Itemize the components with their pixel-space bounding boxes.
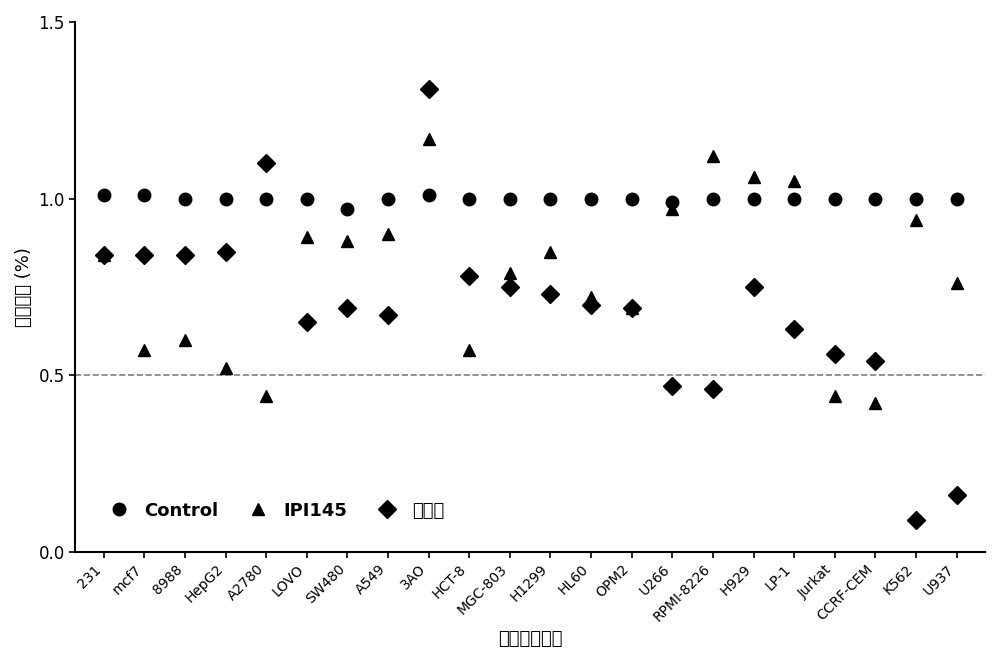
Control bbox=[707, 195, 719, 203]
本发明 bbox=[585, 300, 597, 308]
IPI145 bbox=[260, 392, 272, 400]
Line: Control: Control bbox=[98, 189, 963, 215]
IPI145 bbox=[748, 174, 760, 182]
IPI145 bbox=[341, 237, 353, 245]
本发明 bbox=[666, 382, 678, 390]
本发明 bbox=[220, 247, 232, 255]
IPI145 bbox=[951, 279, 963, 287]
本发明 bbox=[423, 85, 435, 93]
本发明 bbox=[951, 491, 963, 499]
Control bbox=[260, 195, 272, 203]
Control bbox=[788, 195, 800, 203]
IPI145 bbox=[423, 135, 435, 143]
本发明 bbox=[98, 251, 110, 259]
Control bbox=[951, 195, 963, 203]
Line: 本发明: 本发明 bbox=[98, 83, 963, 526]
Control bbox=[585, 195, 597, 203]
IPI145 bbox=[829, 392, 841, 400]
Control bbox=[504, 195, 516, 203]
Control bbox=[341, 205, 353, 213]
本发明 bbox=[463, 272, 475, 280]
Control bbox=[748, 195, 760, 203]
IPI145 bbox=[463, 347, 475, 355]
IPI145 bbox=[626, 304, 638, 312]
IPI145 bbox=[504, 269, 516, 276]
IPI145 bbox=[382, 230, 394, 238]
本发明 bbox=[138, 251, 150, 259]
IPI145 bbox=[98, 251, 110, 259]
本发明 bbox=[707, 385, 719, 393]
IPI145 bbox=[788, 177, 800, 185]
IPI145 bbox=[138, 347, 150, 355]
IPI145 bbox=[910, 215, 922, 223]
本发明 bbox=[748, 283, 760, 291]
IPI145 bbox=[544, 247, 556, 255]
本发明 bbox=[869, 357, 881, 365]
Y-axis label: 细胞活率 (%): 细胞活率 (%) bbox=[15, 247, 33, 327]
IPI145 bbox=[301, 233, 313, 241]
本发明 bbox=[910, 516, 922, 524]
本发明 bbox=[626, 304, 638, 312]
Control bbox=[423, 191, 435, 199]
Control bbox=[301, 195, 313, 203]
IPI145 bbox=[869, 399, 881, 407]
本发明 bbox=[179, 251, 191, 259]
本发明 bbox=[382, 311, 394, 319]
Control bbox=[220, 195, 232, 203]
Legend: Control, IPI145, 本发明: Control, IPI145, 本发明 bbox=[93, 495, 451, 527]
IPI145 bbox=[707, 152, 719, 160]
Control bbox=[463, 195, 475, 203]
本发明 bbox=[544, 290, 556, 298]
本发明 bbox=[260, 159, 272, 167]
Control bbox=[98, 191, 110, 199]
Control bbox=[544, 195, 556, 203]
X-axis label: 胿瘤细胞名称: 胿瘤细胞名称 bbox=[498, 630, 562, 648]
Control bbox=[138, 191, 150, 199]
Control bbox=[666, 198, 678, 206]
Control bbox=[829, 195, 841, 203]
Line: IPI145: IPI145 bbox=[98, 133, 963, 410]
Control bbox=[626, 195, 638, 203]
本发明 bbox=[788, 326, 800, 333]
IPI145 bbox=[666, 205, 678, 213]
Control bbox=[910, 195, 922, 203]
Control bbox=[179, 195, 191, 203]
本发明 bbox=[301, 318, 313, 326]
IPI145 bbox=[220, 364, 232, 372]
本发明 bbox=[341, 304, 353, 312]
Control bbox=[869, 195, 881, 203]
IPI145 bbox=[179, 336, 191, 344]
本发明 bbox=[829, 350, 841, 358]
Control bbox=[382, 195, 394, 203]
IPI145 bbox=[585, 294, 597, 302]
本发明 bbox=[504, 283, 516, 291]
